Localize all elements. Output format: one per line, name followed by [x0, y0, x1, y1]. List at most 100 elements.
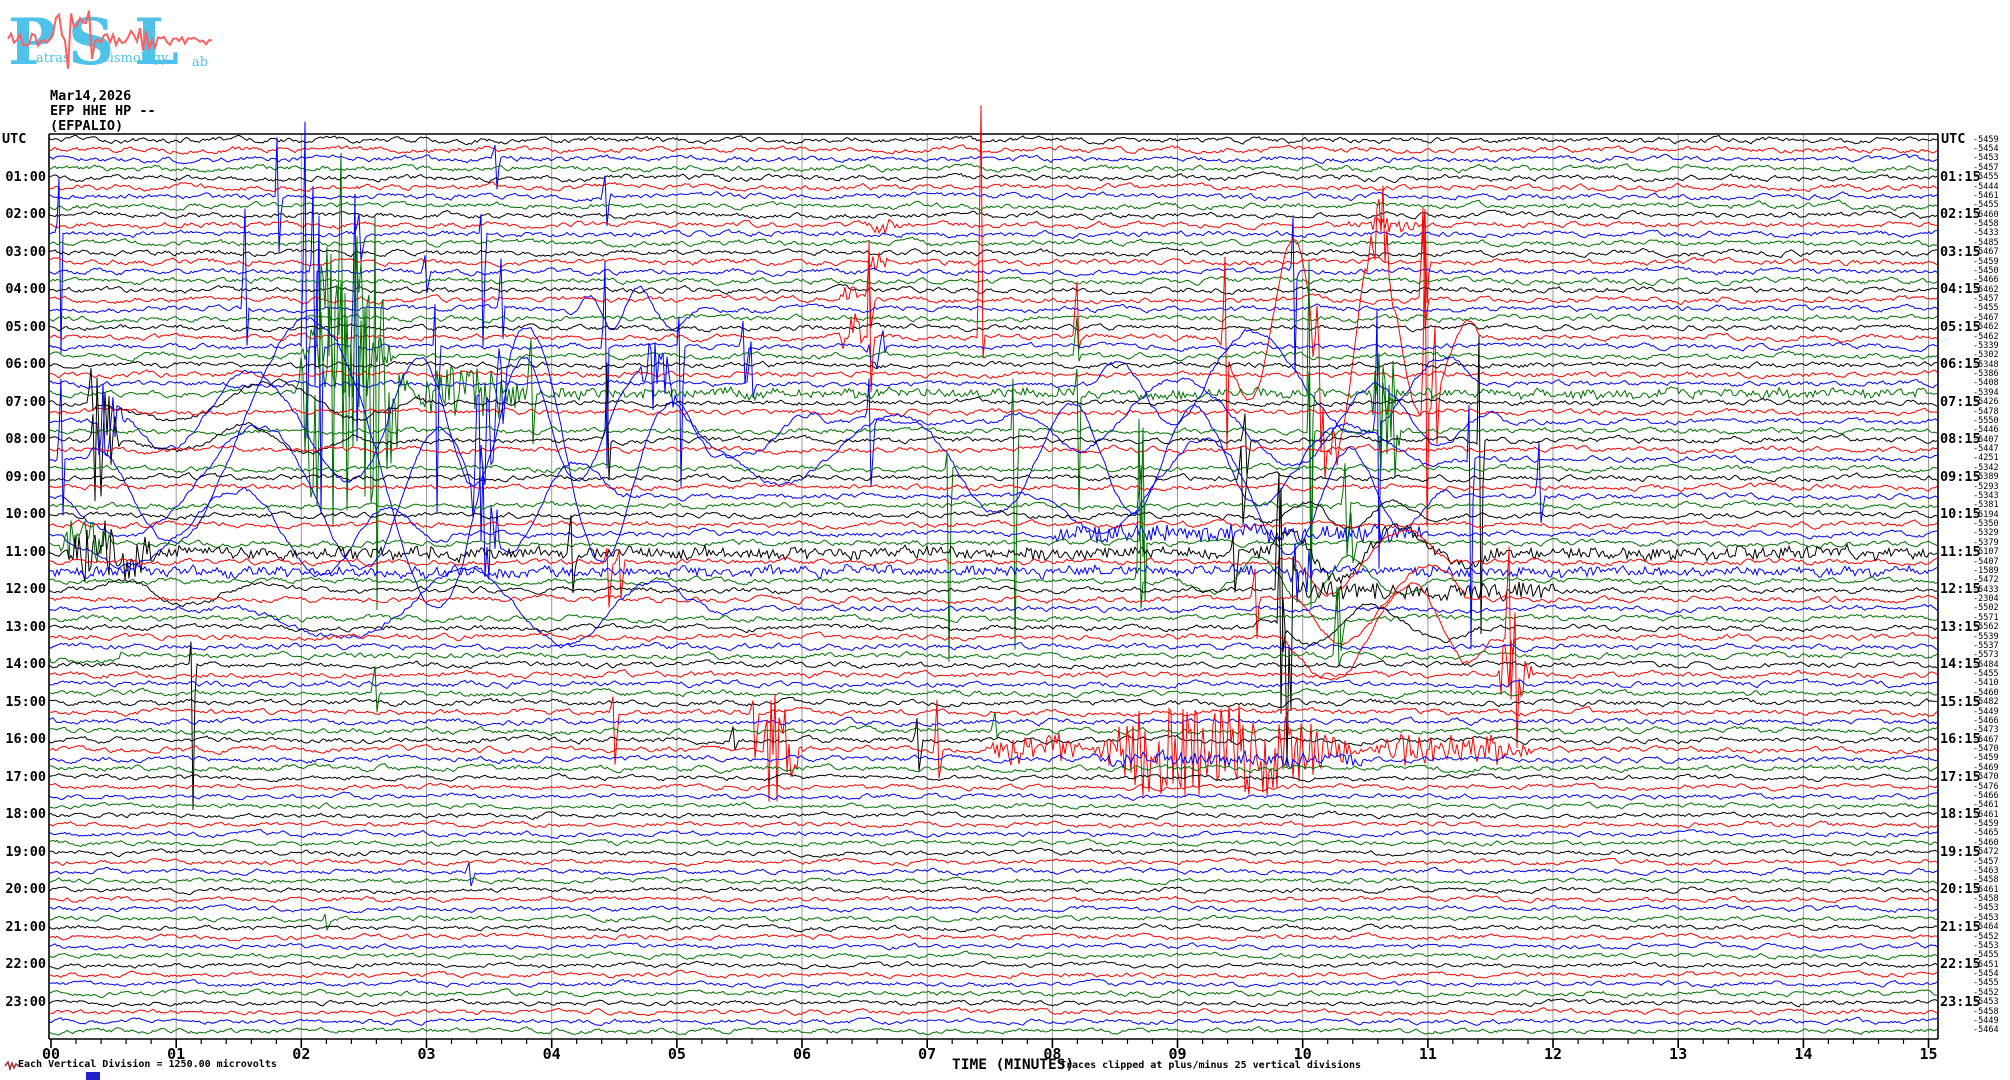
trace-18:00: [48, 810, 1938, 821]
trace-07:45: [48, 371, 1938, 650]
trace-01:45: [48, 199, 1938, 212]
trace-04:00: [48, 283, 1938, 295]
hour-label-right: 04:15: [1940, 281, 1981, 298]
trace-17:30: [48, 791, 1938, 802]
bias-value: -5455: [1973, 303, 1999, 314]
bias-value: -5460: [1973, 837, 1999, 848]
trace-21:00: [48, 922, 1938, 933]
hour-label-left: 01:00: [5, 168, 46, 185]
trace-02:00: [48, 209, 1938, 221]
trace-04:45: [49, 313, 1938, 324]
x-tick-label: 10: [1293, 1045, 1312, 1063]
bias-value: -5550: [1973, 415, 1999, 426]
trace-18:30: [48, 828, 1938, 840]
trace-13:30: [48, 641, 1938, 653]
logo-waveform-icon: [7, 10, 213, 69]
trace-02:30: [48, 177, 1938, 354]
bias-value: -5571: [1973, 612, 1999, 623]
x-tick-label: 08: [1043, 1045, 1062, 1063]
bias-value: -5457: [1973, 162, 1999, 173]
bias-value: -4251: [1973, 453, 1999, 464]
trace-07:00: [48, 368, 1938, 422]
x-tick-label: 15: [1919, 1045, 1938, 1063]
trace-21:30: [48, 941, 1938, 952]
bias-value: -5379: [1973, 537, 1999, 548]
logo-word-eismology: eismology: [102, 51, 169, 66]
bias-value: -5302: [1973, 350, 1999, 361]
trace-09:15: [48, 481, 1938, 492]
bias-value: -5461: [1973, 809, 1999, 820]
trace-03:15: [48, 209, 1938, 304]
x-tick-label: 01: [167, 1045, 186, 1063]
trace-16:00: [48, 718, 1938, 771]
trace-04:30: [48, 208, 1938, 346]
trace-08:30: [48, 317, 1938, 650]
header-date: Mar14,2026: [50, 88, 132, 104]
trace-11:00: [48, 515, 1938, 594]
bias-value: -5472: [1973, 847, 1999, 858]
hour-label-left: 18:00: [5, 806, 46, 823]
trace-02:15: [48, 216, 1937, 236]
x-tick-label: 12: [1544, 1045, 1563, 1063]
trace-08:15: [48, 443, 1938, 455]
bias-value: -5386: [1973, 369, 1999, 380]
trace-23:30: [48, 1016, 1938, 1027]
bias-value: -5459: [1973, 753, 1999, 764]
x-tick-label: 00: [41, 1045, 61, 1063]
bias-value: -5539: [1973, 631, 1999, 642]
bias-value: -5472: [1973, 575, 1999, 586]
bias-value: -5329: [1973, 528, 1999, 539]
bias-value: -5408: [1973, 378, 1999, 389]
hour-label-left: 06:00: [5, 356, 46, 373]
bias-value: -5476: [1973, 781, 1999, 792]
hour-label-left: 02:00: [5, 206, 46, 223]
bias-value: -5339: [1973, 340, 1999, 351]
bias-value: -5459: [1973, 256, 1999, 267]
trace-17:45: [48, 801, 1938, 810]
bias-value: -5451: [1973, 959, 1999, 970]
hour-label-left: 23:00: [5, 993, 46, 1010]
bias-value: -5482: [1973, 697, 1999, 708]
bias-value: -5457: [1973, 294, 1999, 305]
hour-label-left: 17:00: [5, 768, 46, 785]
hour-label-right: 11:15: [1940, 543, 1981, 560]
trace-21:15: [48, 932, 1938, 942]
trace-11:45: [48, 418, 1938, 609]
bias-value: -5461: [1973, 800, 1999, 811]
bias-value: -5461: [1973, 190, 1999, 201]
bias-value: -5452: [1973, 987, 1999, 998]
trace-10:45: [48, 427, 1938, 602]
trace-12:00: [48, 472, 1938, 767]
x-tick-label: 05: [667, 1045, 686, 1063]
hour-label-left: 19:00: [5, 843, 46, 860]
bias-value: -5464: [1973, 1025, 1999, 1036]
hour-label-right: 05:15: [1940, 318, 1981, 335]
trace-19:30: [48, 862, 1938, 887]
trace-19:00: [48, 847, 1938, 858]
bias-value: -5473: [1973, 725, 1999, 736]
trace-09:00: [48, 445, 1938, 525]
trace-13:45: [48, 586, 1938, 667]
bias-value: -5455: [1973, 200, 1999, 211]
hour-label-left: 21:00: [5, 918, 46, 935]
trace-03:45: [48, 275, 1938, 287]
psl-logo: P S L atras eismology ab: [7, 5, 213, 80]
bias-value: -5462: [1973, 322, 1999, 333]
trace-03:30: [48, 185, 1938, 386]
bias-value: -5467: [1973, 734, 1999, 745]
bias-value: -5447: [1973, 444, 1999, 455]
hour-label-left: 12:00: [5, 581, 46, 598]
trace-17:00: [48, 772, 1938, 783]
hour-label-left: 10:00: [5, 506, 46, 523]
hour-label-left: 14:00: [5, 656, 46, 673]
x-tick-label: 07: [918, 1045, 937, 1063]
bottom-left-artifact: [86, 1072, 100, 1080]
bias-value: -5455: [1973, 669, 1999, 680]
utc-label-right: UTC: [1941, 131, 1966, 147]
hour-label-right: 20:15: [1940, 881, 1981, 898]
bias-value: -5573: [1973, 650, 1999, 661]
bias-value: -5446: [1973, 425, 1999, 436]
bias-value: -2304: [1973, 594, 1999, 605]
bias-value: -5467: [1973, 312, 1999, 323]
trace-02:45: [48, 236, 1938, 248]
